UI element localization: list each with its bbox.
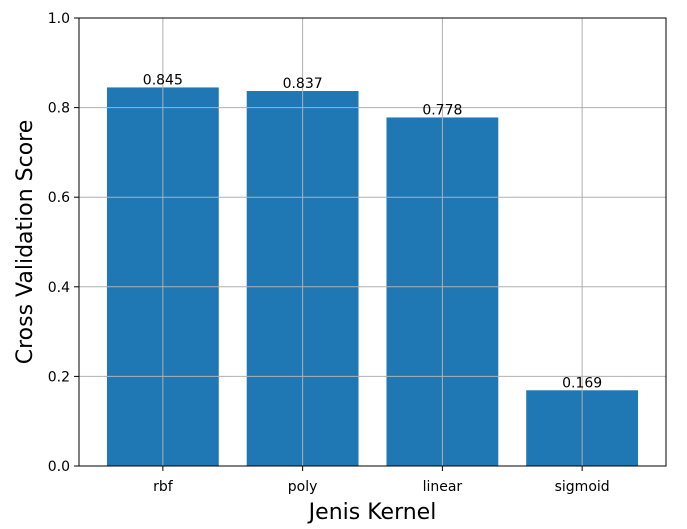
bar-value-label: 0.845 [143,72,183,88]
y-axis-title: Cross Validation Score [13,120,38,365]
y-tick-label: 0.6 [48,190,70,206]
x-tick-label-poly: poly [288,479,318,495]
bar-value-label: 0.778 [422,102,462,118]
bar-value-label: 0.837 [283,76,323,92]
x-tick-label-linear: linear [423,479,463,495]
bar-value-label: 0.169 [562,375,602,391]
plot-frame [78,17,667,467]
x-axis-title: Jenis Kernel [307,500,437,525]
bars-layer [106,87,639,467]
ticks-layer [74,17,583,471]
y-tick-label: 1.0 [48,11,70,27]
x-tick-label-sigmoid: sigmoid [555,479,610,495]
y-tick-label: 0.0 [48,459,70,475]
y-tick-label: 0.4 [48,280,70,296]
y-tick-label: 0.2 [48,369,70,385]
y-tick-label: 0.8 [48,101,70,117]
labels-layer: 0.845 0.837 0.778 0.169 0.0 0.2 0.4 0.6 0.8 1.0 rb… [48,11,610,495]
x-tick-label-rbf: rbf [153,479,174,495]
